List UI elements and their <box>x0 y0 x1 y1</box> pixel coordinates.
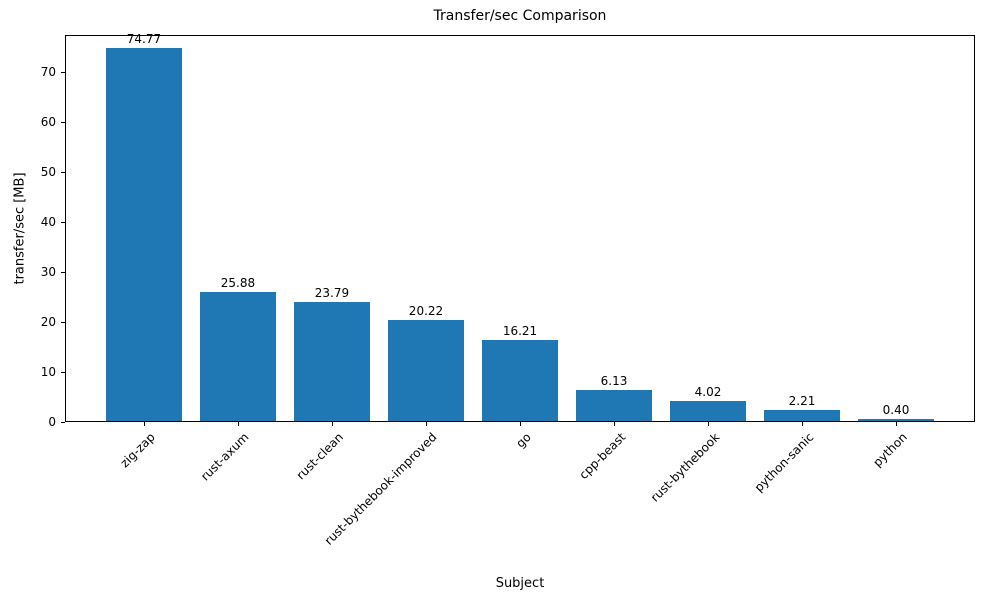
bar-python-sanic <box>764 409 840 421</box>
bar-value-label-rust-clean: 23.79 <box>314 286 350 301</box>
y-tick <box>61 222 65 224</box>
x-tick-label-rust-axum: rust-axum <box>198 430 252 484</box>
y-tick-label: 0 <box>48 415 56 429</box>
bar-value-label-rust-bythebook-improved: 20.22 <box>408 304 444 319</box>
x-tick-label-rust-bythebook-improved: rust-bythebook-improved <box>322 430 440 548</box>
x-tick <box>614 422 615 426</box>
y-tick-label: 30 <box>40 265 56 280</box>
x-tick <box>896 422 898 426</box>
x-tick <box>708 422 710 426</box>
x-tick-label-cpp-beast: cpp-beast <box>575 430 628 482</box>
bar-zig-zap <box>106 47 182 421</box>
bar-value-label-python: 0.40 <box>882 403 910 417</box>
bar-value-label-zig-zap: 74.77 <box>126 31 162 46</box>
y-tick <box>61 422 65 423</box>
y-tick <box>61 122 65 124</box>
x-tick <box>237 422 239 426</box>
bar-value-label-rust-axum: 25.88 <box>220 275 256 290</box>
bar-rust-bythebook-improved <box>388 320 464 421</box>
x-axis-label: Subject <box>495 576 545 591</box>
bar-rust-axum <box>200 291 276 421</box>
x-tick-label-rust-bythebook: rust-bythebook <box>647 430 722 505</box>
x-tick-label-zig-zap: zig-zap <box>117 430 158 471</box>
x-tick <box>802 422 804 426</box>
plot-area <box>65 35 975 422</box>
bar-python <box>858 419 934 421</box>
x-tick-label-go: go <box>513 430 534 451</box>
x-tick-label-python: python <box>870 430 910 470</box>
bar-rust-bythebook <box>670 400 746 421</box>
y-tick-label: 10 <box>40 365 56 380</box>
y-tick <box>61 372 65 374</box>
y-tick-label: 60 <box>40 115 56 130</box>
x-tick <box>143 422 145 426</box>
y-tick <box>61 322 65 324</box>
x-tick <box>425 422 427 426</box>
y-tick <box>61 72 65 74</box>
y-tick <box>61 172 65 174</box>
y-tick-label: 40 <box>40 215 56 230</box>
bar-value-label-cpp-beast: 6.13 <box>600 374 628 389</box>
bar-cpp-beast <box>576 390 652 421</box>
y-tick-label: 20 <box>40 315 56 330</box>
x-tick <box>331 422 333 426</box>
bar-go <box>482 340 558 421</box>
x-tick-label-python-sanic: python-sanic <box>751 430 816 495</box>
x-tick <box>520 422 521 426</box>
bar-value-label-go: 16.21 <box>502 324 538 339</box>
y-tick-label: 50 <box>40 165 56 180</box>
bar-value-label-rust-bythebook: 4.02 <box>694 384 722 399</box>
y-tick <box>61 272 65 274</box>
chart-title: Transfer/sec Comparison <box>433 8 607 24</box>
y-tick-label: 70 <box>40 65 56 80</box>
bar-rust-clean <box>294 302 370 421</box>
x-tick-label-rust-clean: rust-clean <box>293 430 346 483</box>
bar-value-label-python-sanic: 2.21 <box>788 393 816 408</box>
